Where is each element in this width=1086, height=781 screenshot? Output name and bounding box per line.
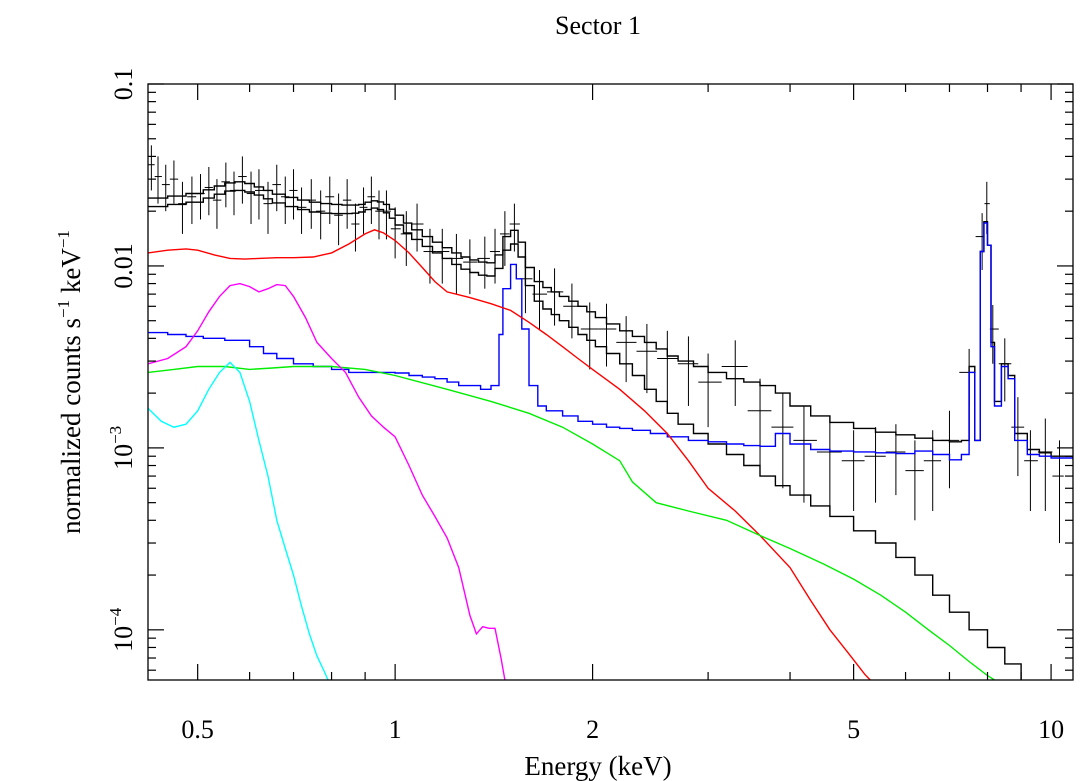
data-point — [178, 181, 188, 234]
data-point — [411, 203, 424, 252]
y-axis-label: normalized counts s−1 keV−1 — [54, 230, 86, 534]
data-point — [212, 179, 222, 229]
plot-frame — [147, 83, 1074, 681]
x-axis-label: Energy (keV) — [524, 751, 671, 781]
series-line-7 — [148, 361, 329, 680]
plot-area — [147, 83, 1074, 681]
series-line-3 — [148, 222, 1073, 461]
data-point — [325, 176, 335, 225]
data-point — [941, 410, 960, 489]
data-point — [342, 179, 352, 229]
series-line-2 — [148, 189, 1022, 680]
data-point — [677, 336, 699, 406]
data-point — [221, 162, 230, 208]
data-point — [616, 316, 637, 383]
data-point — [400, 211, 412, 266]
y-tick-label: 0.01 — [109, 243, 138, 289]
data-point — [998, 338, 1012, 402]
data-point — [598, 303, 617, 367]
series-line-1 — [148, 181, 1073, 458]
axis-ticks — [148, 83, 1073, 680]
data-point — [1037, 418, 1053, 511]
data-point — [187, 176, 197, 225]
data-point — [169, 160, 179, 204]
x-tick-label: 2 — [586, 715, 599, 744]
y-tick-label: 10−4 — [106, 607, 138, 652]
data-point — [747, 378, 772, 466]
data-point — [306, 179, 316, 229]
y-tick-label: 10−3 — [106, 426, 138, 470]
x-tick-label: 5 — [847, 715, 860, 744]
series-line-5 — [148, 365, 995, 680]
data-point — [423, 228, 437, 284]
y-tick-label: 0.1 — [109, 68, 138, 101]
data-point — [771, 393, 794, 489]
data-point — [1011, 397, 1025, 477]
data-point — [196, 174, 205, 220]
y-tick-labels: 0.1 0.01 10−3 10−4 — [106, 68, 138, 652]
x-tick-label: 1 — [389, 715, 402, 744]
data-point — [959, 348, 976, 406]
data-point — [984, 181, 990, 234]
data-point — [289, 169, 298, 220]
data-point — [499, 211, 510, 266]
x-tick-label: 0.5 — [181, 715, 214, 744]
data-point — [816, 418, 842, 511]
data-point — [698, 353, 722, 428]
data-point — [246, 171, 255, 225]
data-point — [885, 424, 906, 496]
data-point — [721, 340, 748, 406]
series-line-4 — [148, 229, 871, 680]
data-point — [463, 239, 478, 295]
data-point — [975, 213, 985, 270]
data-point — [229, 171, 239, 216]
chart-title: Sector 1 — [555, 11, 641, 40]
data-point — [334, 193, 343, 246]
data-point — [204, 166, 213, 216]
data-point — [359, 187, 368, 234]
data-point — [580, 302, 599, 370]
x-tick-labels: 0.5 1 2 5 10 — [181, 715, 1064, 744]
data-point — [272, 164, 282, 212]
data-point — [263, 181, 273, 234]
data-point — [154, 156, 162, 204]
data-point — [297, 187, 307, 234]
data-point — [281, 176, 290, 225]
data-point — [793, 405, 817, 503]
data-point — [254, 169, 264, 220]
x-tick-label: 10 — [1038, 715, 1064, 744]
data-point — [864, 427, 886, 503]
data-point — [315, 190, 326, 240]
model-curves — [148, 181, 1073, 680]
data-point — [636, 323, 658, 394]
data-point — [657, 330, 678, 402]
data-points — [148, 145, 1064, 544]
data-point — [841, 430, 865, 511]
data-point — [351, 203, 360, 252]
data-point — [1024, 430, 1038, 511]
series-line-6 — [148, 282, 506, 680]
data-point — [238, 156, 247, 204]
data-point — [161, 164, 170, 212]
data-point — [923, 430, 942, 511]
